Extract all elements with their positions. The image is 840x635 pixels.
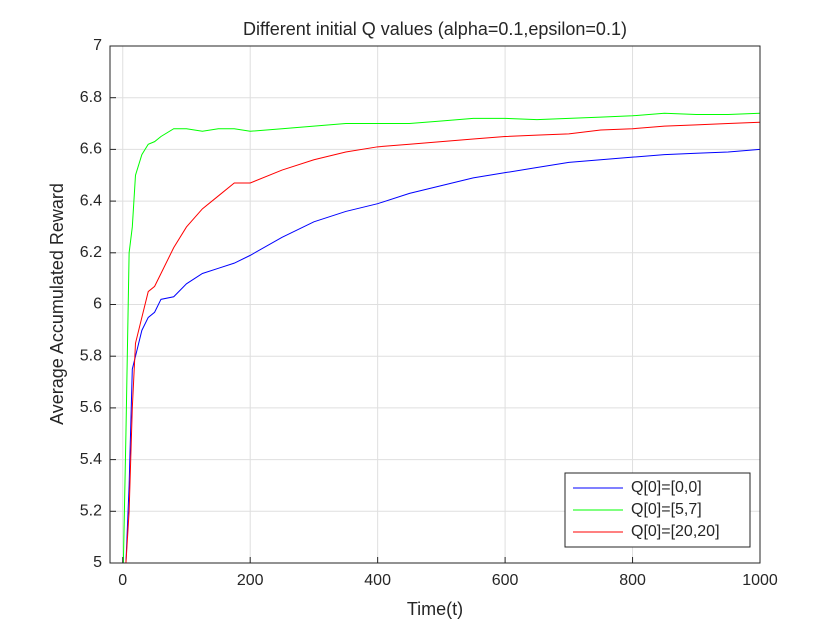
x-tick-label: 200 xyxy=(237,572,264,589)
legend-label: Q[0]=[20,20] xyxy=(631,523,720,540)
y-axis-label: Average Accumulated Reward xyxy=(47,183,67,425)
x-tick-label: 800 xyxy=(619,572,646,589)
x-tick-label: 0 xyxy=(118,572,127,589)
y-tick-label: 6.8 xyxy=(80,89,102,106)
series-line xyxy=(122,112,760,563)
ticks: 5 5.2 5.4 5.6 5.8 6 6.2 6.4 6.6 6.8 7 0 200 400 600 800… xyxy=(80,37,778,589)
legend-label: Q[0]=[5,7] xyxy=(631,501,702,518)
y-tick-label: 6.4 xyxy=(80,192,102,209)
x-tick-label: 400 xyxy=(364,572,391,589)
y-tick-label: 5.4 xyxy=(80,451,102,468)
y-tick-label: 5.8 xyxy=(80,347,102,364)
series-line xyxy=(123,121,760,563)
y-tick-label: 6.2 xyxy=(80,244,102,261)
series-line xyxy=(123,148,760,563)
y-tick-label: 6.6 xyxy=(80,141,102,158)
x-axis-label: Time(t) xyxy=(407,599,463,619)
y-tick-label: 7 xyxy=(93,37,102,54)
lines xyxy=(122,112,760,563)
y-tick-label: 5.6 xyxy=(80,399,102,416)
legend: Q[0]=[0,0] Q[0]=[5,7] Q[0]=[20,20] xyxy=(564,472,751,548)
y-tick-label: 6 xyxy=(93,296,102,313)
y-tick-label: 5 xyxy=(93,554,102,571)
x-tick-label: 600 xyxy=(492,572,519,589)
legend-label: Q[0]=[0,0] xyxy=(631,479,702,496)
y-tick-label: 5.2 xyxy=(80,503,102,520)
x-tick-label: 1000 xyxy=(742,572,778,589)
chart-title: Different initial Q values (alpha=0.1,ep… xyxy=(243,19,627,39)
